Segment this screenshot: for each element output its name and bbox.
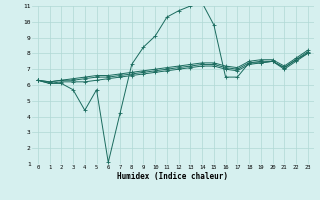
X-axis label: Humidex (Indice chaleur): Humidex (Indice chaleur): [117, 172, 228, 181]
